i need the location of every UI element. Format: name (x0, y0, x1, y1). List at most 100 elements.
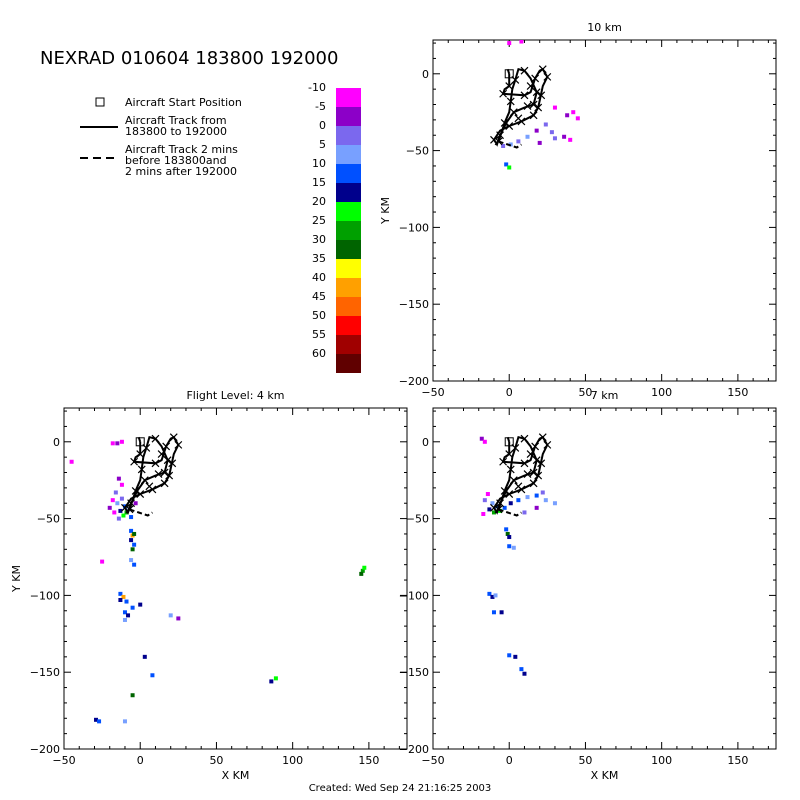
echo-pixel (501, 143, 506, 148)
track-marker (509, 108, 518, 117)
echo-pixel (525, 134, 530, 139)
track-marker (526, 450, 535, 459)
legend-track-label-1: Aircraft Track from (125, 114, 227, 127)
colorbar-label: 45 (312, 290, 326, 303)
track-marker (168, 459, 177, 468)
colorbar-label: 35 (312, 252, 326, 265)
echo-pixel (507, 41, 512, 46)
echo-pixel (565, 113, 570, 118)
echo-pixel (130, 547, 135, 552)
echo-pixel (508, 501, 513, 506)
track-marker (151, 434, 160, 443)
track-marker (125, 505, 134, 514)
echo-pixel (502, 505, 507, 510)
plot-frame (432, 39, 777, 382)
echo-pixel (116, 476, 121, 481)
echo-pixel (118, 508, 123, 513)
echo-pixel (540, 490, 545, 495)
echo-pixel (121, 513, 126, 518)
track-marker (537, 91, 546, 100)
track-marker (494, 137, 503, 146)
x-tick-label: 150 (358, 754, 379, 767)
colorbar-swatch-7 (336, 221, 361, 240)
echo-pixel (511, 545, 516, 550)
y-tick-label: −150 (399, 666, 429, 679)
track-marker (131, 487, 140, 495)
figure-title: NEXRAD 010604 183800 192000 (40, 48, 338, 69)
colorbar-label: 10 (312, 157, 326, 170)
echo-pixel (479, 436, 484, 441)
track-marker (169, 433, 178, 442)
track-extension-after (498, 508, 522, 517)
y-tick-label: 0 (53, 436, 60, 449)
echo-pixel (562, 134, 567, 139)
aircraft-track (121, 433, 183, 517)
colorbar-label: 20 (312, 195, 326, 208)
track-marker (496, 499, 505, 508)
echo-pixel (552, 136, 557, 141)
track-marker (514, 482, 523, 491)
colorbar-swatch-0 (336, 88, 361, 107)
echo-pixel (516, 139, 521, 144)
echo-pixel (118, 598, 123, 603)
x-tick-label: −50 (421, 386, 444, 399)
colorbar-swatch-5 (336, 183, 361, 202)
legend-track-label-2: 183800 to 192000 (125, 125, 227, 138)
track-marker (543, 440, 552, 449)
echo-pixel (113, 490, 118, 495)
legend: Aircraft Start Position Aircraft Track f… (80, 96, 242, 178)
track-marker (532, 456, 541, 465)
track-marker (490, 135, 498, 144)
echo-pixel (534, 128, 539, 133)
y-tick-label: −200 (399, 375, 429, 388)
echo-pixel (359, 571, 364, 576)
track-marker (165, 471, 174, 480)
track-marker (537, 459, 546, 468)
echo-pixel (360, 568, 365, 573)
track-extension-after (129, 508, 153, 517)
x-tick-label: −50 (52, 754, 75, 767)
echo-pixel (126, 613, 131, 618)
track-marker (505, 122, 514, 130)
track-marker (509, 476, 518, 485)
track-marker (136, 490, 145, 498)
echo-pixel (119, 482, 124, 487)
echo-pixel (119, 496, 124, 501)
colorbar-label: 55 (312, 328, 326, 341)
echo-pixel (491, 510, 496, 515)
colorbar-swatch-9 (336, 259, 361, 278)
echo-pixel (513, 654, 518, 659)
echo-pixel (138, 602, 143, 607)
colorbar-swatch-14 (336, 354, 361, 373)
reflectivity-colorbar: -10 -5 0 5 10 15 20 25 30 35 40 45 50 55 60 (308, 81, 361, 373)
track-marker (496, 131, 505, 140)
echo-pixel (119, 439, 124, 444)
track-marker (499, 457, 508, 466)
echo-pixel (118, 591, 123, 596)
echo-pixel (504, 527, 509, 532)
track-marker (506, 465, 515, 474)
colorbar-swatch-3 (336, 145, 361, 164)
echo-pixel (499, 610, 504, 615)
echo-pixel (507, 653, 512, 658)
legend-ext-label-1: Aircraft Track 2 mins (125, 143, 238, 156)
colorbar-label: 25 (312, 214, 326, 227)
echo-pixel (132, 542, 137, 547)
panel-10km: −50 0 50 100 150 −200 −150 −100 −50 0 10 km Y KM (379, 21, 777, 399)
echo-pixel (571, 110, 576, 115)
echo-pixel (490, 594, 495, 599)
y-tick-label: −150 (399, 298, 429, 311)
echo-pixel (519, 40, 524, 44)
y-tick-label: −200 (30, 743, 60, 756)
track-marker (505, 490, 514, 498)
echo-pixel (568, 137, 573, 142)
echo-pixel (522, 671, 527, 676)
echo-pixel (132, 562, 137, 567)
echo-pixel (487, 591, 492, 596)
echo-pixel (522, 510, 527, 515)
track-marker (499, 89, 508, 98)
x-tick-label: 100 (651, 754, 672, 767)
track-marker (145, 482, 154, 491)
